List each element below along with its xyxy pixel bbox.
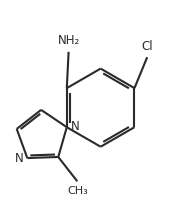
Text: N: N xyxy=(15,151,24,165)
Text: Cl: Cl xyxy=(141,40,153,53)
Text: NH₂: NH₂ xyxy=(57,34,80,47)
Text: CH₃: CH₃ xyxy=(67,186,88,196)
Text: N: N xyxy=(70,120,79,133)
